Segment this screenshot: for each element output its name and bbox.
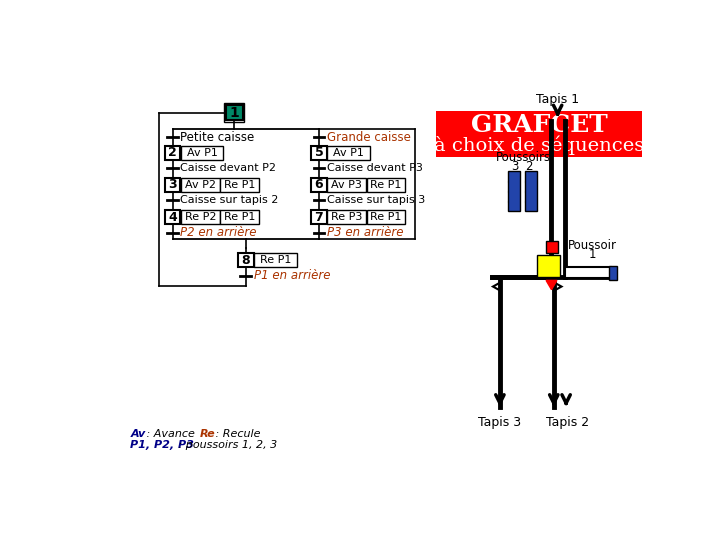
Bar bbox=[220, 178, 259, 192]
Text: P1 en arrière: P1 en arrière bbox=[253, 269, 330, 282]
Text: 7: 7 bbox=[315, 211, 323, 224]
Text: Grande caisse: Grande caisse bbox=[327, 131, 410, 144]
Bar bbox=[508, 171, 520, 211]
Text: P3 en arrière: P3 en arrière bbox=[327, 226, 403, 239]
Text: Av P1: Av P1 bbox=[187, 147, 217, 158]
Bar bbox=[165, 178, 180, 192]
Text: Av P2: Av P2 bbox=[185, 180, 216, 190]
Bar bbox=[220, 210, 259, 224]
Bar bbox=[311, 178, 327, 192]
Bar bbox=[537, 255, 560, 276]
Bar bbox=[609, 266, 617, 280]
Text: Tapis 1: Tapis 1 bbox=[536, 93, 579, 106]
Text: Caisse sur tapis 2: Caisse sur tapis 2 bbox=[180, 195, 279, 205]
Bar bbox=[366, 178, 405, 192]
Text: Tapis 2: Tapis 2 bbox=[546, 416, 589, 429]
Bar bbox=[226, 105, 243, 120]
Polygon shape bbox=[546, 280, 557, 289]
Bar bbox=[546, 241, 559, 253]
Text: 2: 2 bbox=[168, 146, 177, 159]
Text: Av P3: Av P3 bbox=[331, 180, 362, 190]
Bar bbox=[165, 210, 180, 224]
Text: P2 en arrière: P2 en arrière bbox=[180, 226, 257, 239]
Text: Tapis 3: Tapis 3 bbox=[478, 416, 521, 429]
Text: 8: 8 bbox=[241, 254, 250, 267]
Text: Caisse sur tapis 3: Caisse sur tapis 3 bbox=[327, 195, 425, 205]
Bar bbox=[311, 146, 327, 159]
Bar bbox=[328, 210, 366, 224]
Bar bbox=[238, 253, 253, 267]
Text: Caisse devant P3: Caisse devant P3 bbox=[327, 163, 423, 173]
Bar bbox=[328, 146, 370, 159]
Text: Re P1: Re P1 bbox=[224, 212, 256, 222]
Text: Re P1: Re P1 bbox=[370, 212, 402, 222]
Bar bbox=[564, 267, 611, 278]
Bar bbox=[181, 178, 220, 192]
Bar bbox=[181, 210, 220, 224]
Bar bbox=[181, 146, 223, 159]
Text: 1: 1 bbox=[230, 105, 239, 119]
Text: 5: 5 bbox=[315, 146, 323, 159]
Text: P1, P2, P3: P1, P2, P3 bbox=[130, 440, 194, 450]
Text: 1: 1 bbox=[588, 248, 596, 261]
Bar bbox=[328, 178, 366, 192]
Text: à choix de séquences: à choix de séquences bbox=[434, 136, 644, 156]
Text: Poussoir: Poussoir bbox=[568, 239, 617, 252]
Text: Petite caisse: Petite caisse bbox=[180, 131, 255, 144]
Text: Av P1: Av P1 bbox=[333, 147, 364, 158]
Bar bbox=[165, 146, 180, 159]
Text: Re P1: Re P1 bbox=[260, 255, 291, 265]
Text: Re P2: Re P2 bbox=[184, 212, 216, 222]
Text: 3: 3 bbox=[511, 160, 518, 173]
Text: Re P1: Re P1 bbox=[370, 180, 402, 190]
Bar bbox=[436, 111, 642, 157]
Text: 2: 2 bbox=[526, 160, 533, 173]
Text: Re P3: Re P3 bbox=[331, 212, 362, 222]
Text: 3: 3 bbox=[168, 178, 177, 191]
Bar bbox=[525, 171, 537, 211]
Bar bbox=[311, 210, 327, 224]
Text: 4: 4 bbox=[168, 211, 177, 224]
Text: : poussoirs 1, 2, 3: : poussoirs 1, 2, 3 bbox=[175, 440, 277, 450]
Text: Re: Re bbox=[199, 429, 215, 440]
Text: Poussoirs: Poussoirs bbox=[495, 151, 551, 164]
Text: Caisse devant P2: Caisse devant P2 bbox=[180, 163, 276, 173]
Bar bbox=[224, 103, 244, 122]
Text: 6: 6 bbox=[315, 178, 323, 191]
Bar bbox=[254, 253, 297, 267]
Text: Av: Av bbox=[130, 429, 145, 440]
Text: Re P1: Re P1 bbox=[224, 180, 256, 190]
Text: : Avance: : Avance bbox=[143, 429, 194, 440]
Text: GRAFCET: GRAFCET bbox=[471, 113, 608, 137]
Text: : Recule: : Recule bbox=[212, 429, 261, 440]
Bar bbox=[366, 210, 405, 224]
